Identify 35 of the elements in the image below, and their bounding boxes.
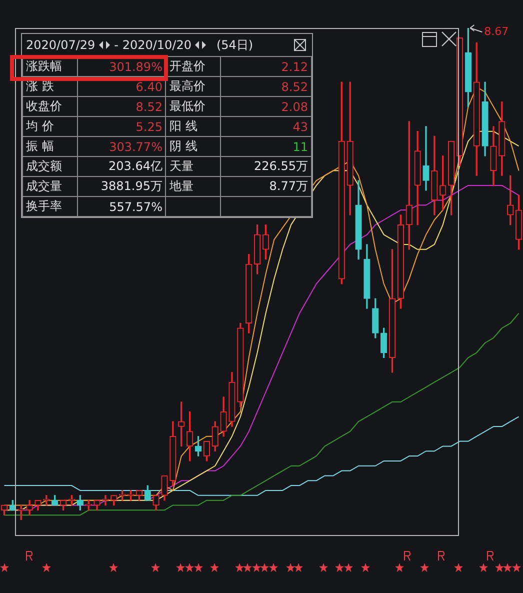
annotation: 成交量 — [22, 176, 78, 196]
annotation: 11 — [220, 136, 312, 156]
annotation: 5.25 — [77, 116, 166, 136]
annotation: 203.64亿 — [77, 156, 166, 176]
annotation: 8.52 — [220, 76, 312, 96]
annotation: 301.89% — [77, 56, 166, 76]
annotation: 振 幅 — [22, 136, 78, 156]
annotation: 2020/07/29 — [26, 38, 96, 52]
annotation: 涨跌幅 — [22, 56, 78, 76]
annotation: 成交额 — [22, 156, 78, 176]
annotation: 开盘价 — [166, 56, 221, 76]
candlestick — [422, 126, 430, 191]
annotation: 阴 线 — [166, 136, 221, 156]
annotation: 6.40 — [77, 76, 166, 96]
annotation: 最低价 — [166, 96, 221, 116]
annotation: 2.12 — [220, 56, 312, 76]
annotation: 涨 跌 — [22, 76, 78, 96]
annotation: 8.77万 — [220, 176, 312, 196]
annotation: 2.08 — [220, 96, 312, 116]
annotation: 换手率 — [22, 196, 78, 216]
annotation: 226.55万 — [220, 156, 312, 176]
annotation: (54日) — [216, 36, 254, 54]
annotation: 557.57% — [77, 196, 166, 216]
annotation: 阳 线 — [166, 116, 221, 136]
annotation: 8.52 — [77, 96, 166, 116]
annotation: 天量 — [166, 156, 221, 176]
annotation: 3881.95万 — [77, 176, 166, 196]
annotation: 均 价 — [22, 116, 78, 136]
annotation: 地量 — [166, 176, 221, 196]
annotation: 303.77% — [77, 136, 166, 156]
annotation: 收盘价 — [22, 96, 78, 116]
annotation: 最高价 — [166, 76, 221, 96]
annotation: - 2020/10/20 — [114, 38, 192, 52]
annotation: 43 — [220, 116, 312, 136]
annotation: 8.67 — [484, 24, 509, 38]
